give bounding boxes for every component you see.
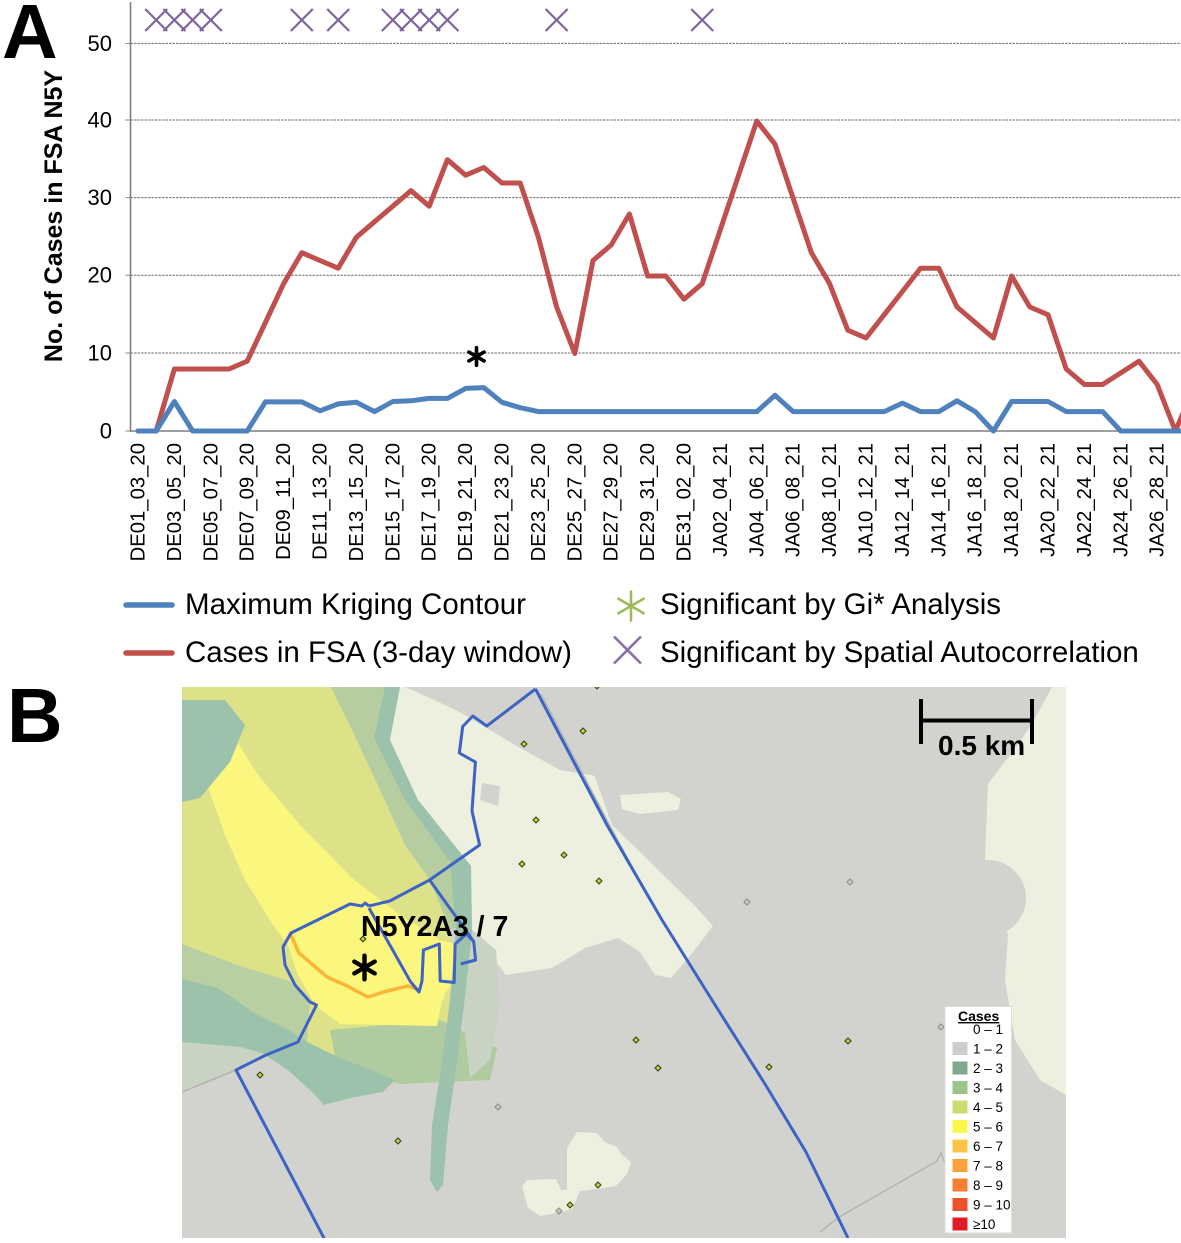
svg-text:DE21_23_20: DE21_23_20 bbox=[492, 443, 514, 561]
svg-text:4 – 5: 4 – 5 bbox=[973, 1100, 1003, 1115]
svg-text:0 – 1: 0 – 1 bbox=[973, 1022, 1003, 1037]
svg-text:Significant by Gi* Analysis: Significant by Gi* Analysis bbox=[660, 588, 1001, 621]
svg-text:5 – 6: 5 – 6 bbox=[973, 1120, 1003, 1135]
svg-text:40: 40 bbox=[88, 108, 112, 133]
svg-text:20: 20 bbox=[88, 263, 112, 288]
svg-text:DE03_05_20: DE03_05_20 bbox=[164, 443, 186, 561]
svg-text:A: A bbox=[2, 0, 58, 75]
svg-text:DE27_29_20: DE27_29_20 bbox=[601, 443, 623, 561]
svg-text:JA20_22_21: JA20_22_21 bbox=[1038, 443, 1060, 557]
svg-text:JA16_18_21: JA16_18_21 bbox=[965, 443, 987, 557]
svg-text:DE23_25_20: DE23_25_20 bbox=[528, 443, 550, 561]
svg-text:DE01_03_20: DE01_03_20 bbox=[128, 443, 150, 561]
svg-text:1 – 2: 1 – 2 bbox=[973, 1042, 1003, 1057]
svg-text:DE17_19_20: DE17_19_20 bbox=[419, 443, 441, 561]
svg-text:JA26_28_21: JA26_28_21 bbox=[1147, 443, 1169, 557]
svg-text:Maximum Kriging Contour: Maximum Kriging Contour bbox=[185, 588, 526, 621]
svg-text:2 – 3: 2 – 3 bbox=[973, 1061, 1003, 1076]
svg-text:DE05_07_20: DE05_07_20 bbox=[200, 443, 222, 561]
svg-text:≥10: ≥10 bbox=[973, 1217, 995, 1232]
svg-text:DE15_17_20: DE15_17_20 bbox=[382, 443, 404, 561]
svg-text:50: 50 bbox=[88, 31, 112, 56]
svg-text:8 – 9: 8 – 9 bbox=[973, 1178, 1003, 1193]
svg-text:10: 10 bbox=[88, 341, 112, 366]
svg-text:Cases: Cases bbox=[958, 1008, 999, 1024]
svg-text:DE07_09_20: DE07_09_20 bbox=[237, 443, 259, 561]
svg-text:0.5 km: 0.5 km bbox=[938, 730, 1025, 761]
svg-text:0: 0 bbox=[100, 419, 112, 444]
svg-text:JA08_10_21: JA08_10_21 bbox=[819, 443, 841, 557]
svg-text:JA10_12_21: JA10_12_21 bbox=[856, 443, 878, 557]
svg-text:Cases in FSA (3-day window): Cases in FSA (3-day window) bbox=[185, 636, 572, 669]
svg-text:DE11_13_20: DE11_13_20 bbox=[310, 443, 332, 560]
svg-text:JA14_16_21: JA14_16_21 bbox=[928, 443, 950, 557]
svg-text:Significant by Spatial Autocor: Significant by Spatial Autocorrelation bbox=[660, 636, 1139, 669]
svg-text:3 – 4: 3 – 4 bbox=[973, 1081, 1004, 1096]
svg-text:JA22_24_21: JA22_24_21 bbox=[1074, 443, 1096, 557]
svg-text:6 – 7: 6 – 7 bbox=[973, 1139, 1003, 1154]
svg-text:DE29_31_20: DE29_31_20 bbox=[637, 443, 659, 561]
svg-text:JA02_04_21: JA02_04_21 bbox=[710, 443, 732, 557]
svg-text:JA18_20_21: JA18_20_21 bbox=[1001, 443, 1023, 557]
svg-text:JA12_14_21: JA12_14_21 bbox=[892, 443, 914, 557]
svg-text:N5Y2A3 / 7: N5Y2A3 / 7 bbox=[361, 911, 508, 943]
svg-text:B: B bbox=[7, 673, 63, 759]
svg-text:No. of Cases in FSA N5Y: No. of Cases in FSA N5Y bbox=[40, 70, 68, 363]
svg-text:JA04_06_21: JA04_06_21 bbox=[746, 443, 768, 557]
svg-text:DE31_02_20: DE31_02_20 bbox=[674, 443, 696, 561]
svg-text:DE19_21_20: DE19_21_20 bbox=[455, 443, 477, 561]
svg-text:JA06_08_21: JA06_08_21 bbox=[783, 443, 805, 557]
svg-text:30: 30 bbox=[88, 185, 112, 210]
svg-text:DE25_27_20: DE25_27_20 bbox=[564, 443, 586, 561]
svg-text:7 – 8: 7 – 8 bbox=[973, 1159, 1003, 1174]
svg-text:DE09_11_20: DE09_11_20 bbox=[273, 443, 295, 560]
svg-text:DE13_15_20: DE13_15_20 bbox=[346, 443, 368, 561]
svg-text:JA24_26_21: JA24_26_21 bbox=[1110, 443, 1132, 557]
svg-text:9 – 10: 9 – 10 bbox=[973, 1198, 1011, 1213]
